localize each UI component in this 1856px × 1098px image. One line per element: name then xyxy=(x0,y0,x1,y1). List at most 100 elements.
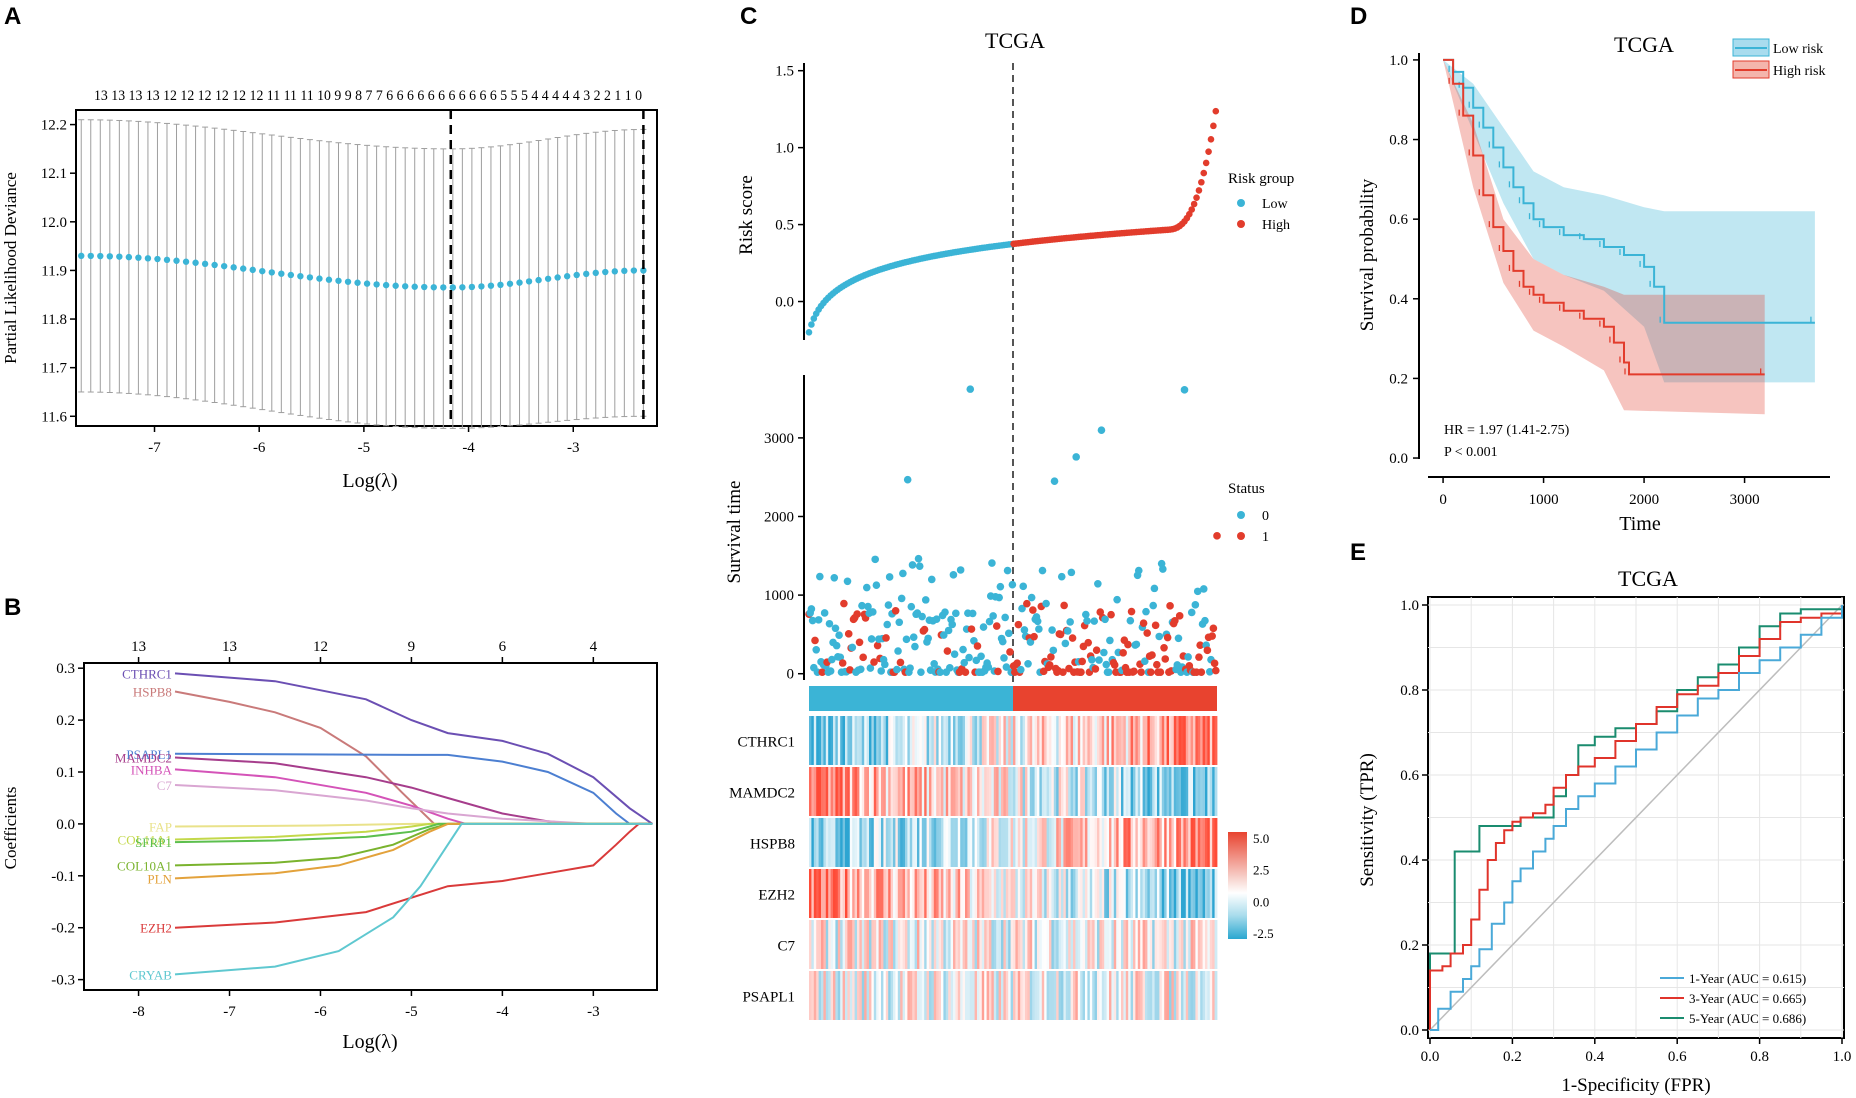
risk-point xyxy=(1188,206,1196,213)
survival-point xyxy=(870,658,878,666)
panel-a-plot-frame xyxy=(75,109,658,427)
risk-point xyxy=(1193,194,1200,201)
heatmap-cell xyxy=(1068,971,1071,1020)
heatmap-cell xyxy=(1212,920,1215,969)
panel-b-top-axis: 13 13 12 9 6 4 xyxy=(131,639,598,663)
heatmap-cell xyxy=(902,920,906,969)
heatmap-cell xyxy=(809,818,812,867)
heatmap-cell xyxy=(907,971,911,1020)
heatmap-cell xyxy=(965,818,968,867)
heatmap-cell xyxy=(1068,767,1071,816)
heatmap-cell xyxy=(1200,767,1203,816)
heatmap-cell xyxy=(825,818,829,867)
x-tick-label: -3 xyxy=(567,440,580,456)
heatmap-cell xyxy=(1017,920,1021,969)
heatmap-cell xyxy=(977,818,980,867)
survival-point xyxy=(960,658,969,667)
heatmap-cell xyxy=(1046,869,1050,918)
survival-point xyxy=(1213,532,1221,540)
heatmap-cell xyxy=(981,971,985,1020)
survival-point xyxy=(950,650,959,658)
heatmap-cell xyxy=(962,716,966,765)
heatmap-cell xyxy=(1010,818,1014,867)
heatmap-cell xyxy=(1099,869,1103,918)
heatmap-cell xyxy=(1130,869,1134,918)
heatmap-cell xyxy=(866,869,870,918)
heatmap-cell xyxy=(857,869,860,918)
heatmap-cell xyxy=(1185,716,1189,765)
heatmap-cell xyxy=(1022,971,1026,1020)
survival-point xyxy=(840,599,848,608)
heatmap-cell xyxy=(833,971,836,1020)
heatmap-cell xyxy=(1015,716,1019,765)
heatmap-cell xyxy=(991,920,995,969)
heatmap-cell xyxy=(1001,869,1004,918)
survival-point xyxy=(835,631,843,640)
heatmap-cell xyxy=(1008,869,1011,918)
survival-point xyxy=(882,634,890,642)
deviance-point xyxy=(106,253,114,260)
risk-point xyxy=(808,321,815,328)
heatmap-cell xyxy=(845,920,848,969)
heatmap-cell xyxy=(854,920,858,969)
survival-point xyxy=(994,667,1002,676)
heatmap-cell xyxy=(1092,971,1095,1020)
heatmap-cell xyxy=(1017,869,1021,918)
heatmap-cell xyxy=(1039,869,1043,918)
heatmap-cell xyxy=(1010,767,1014,816)
survival-point xyxy=(902,635,911,644)
heatmap-cell xyxy=(917,920,920,969)
heatmap-cell xyxy=(1173,716,1177,765)
heatmap-cell xyxy=(1118,767,1122,816)
heatmap-cell xyxy=(1111,767,1115,816)
heatmap-cell xyxy=(909,920,913,969)
x-tick-label: -4 xyxy=(462,440,475,456)
heatmap-cell xyxy=(1181,818,1184,867)
heatmap-cell xyxy=(953,716,956,765)
heatmap-cell xyxy=(1008,971,1011,1020)
heatmap-cell xyxy=(861,767,865,816)
heatmap-cell xyxy=(926,971,930,1020)
heatmap-cell xyxy=(1089,716,1093,765)
panel-c-expression-heatmap xyxy=(809,716,1218,1020)
heatmap-cell xyxy=(835,767,839,816)
y-tick-label: 0.8 xyxy=(1389,133,1408,149)
heatmap-cell xyxy=(1087,869,1091,918)
deviance-point xyxy=(316,275,323,282)
survival-point xyxy=(820,609,829,617)
panel-a-x-label: Log(λ) xyxy=(342,470,397,492)
heatmap-cell xyxy=(1116,716,1119,765)
heatmap-cell xyxy=(1214,767,1218,816)
heatmap-cell xyxy=(811,920,815,969)
heatmap-cell xyxy=(1123,971,1127,1020)
heatmap-cell xyxy=(897,971,901,1020)
heatmap-cell xyxy=(1097,767,1100,816)
survival-point xyxy=(830,573,839,582)
heatmap-cell xyxy=(989,767,992,816)
heatmap-cell xyxy=(1075,767,1079,816)
heatmap-cell xyxy=(888,818,891,867)
heatmap-cell xyxy=(871,716,875,765)
heatmap-cell xyxy=(981,716,985,765)
top-tick-label: 9 xyxy=(408,639,416,655)
heatmap-cell xyxy=(931,920,935,969)
heatmap-cell xyxy=(1029,767,1033,816)
heatmap-cell xyxy=(1032,818,1035,867)
heatmap-cell xyxy=(1116,818,1119,867)
deviance-point xyxy=(563,273,571,280)
survival-point xyxy=(988,559,996,567)
heatmap-cell xyxy=(830,716,834,765)
survival-point xyxy=(949,571,958,579)
survival-point xyxy=(826,667,835,675)
heatmap-cell xyxy=(1034,716,1038,765)
heatmap-cell xyxy=(878,767,882,816)
survival-point xyxy=(909,633,918,642)
panel-c-risk-y-label: Risk score xyxy=(736,175,757,255)
heatmap-cell xyxy=(1008,716,1011,765)
heatmap-cell xyxy=(1099,716,1103,765)
heatmap-cell xyxy=(1077,716,1081,765)
deviance-point xyxy=(516,279,523,286)
heatmap-cell xyxy=(900,767,903,816)
survival-point xyxy=(1201,616,1209,625)
survival-point xyxy=(1147,668,1155,676)
